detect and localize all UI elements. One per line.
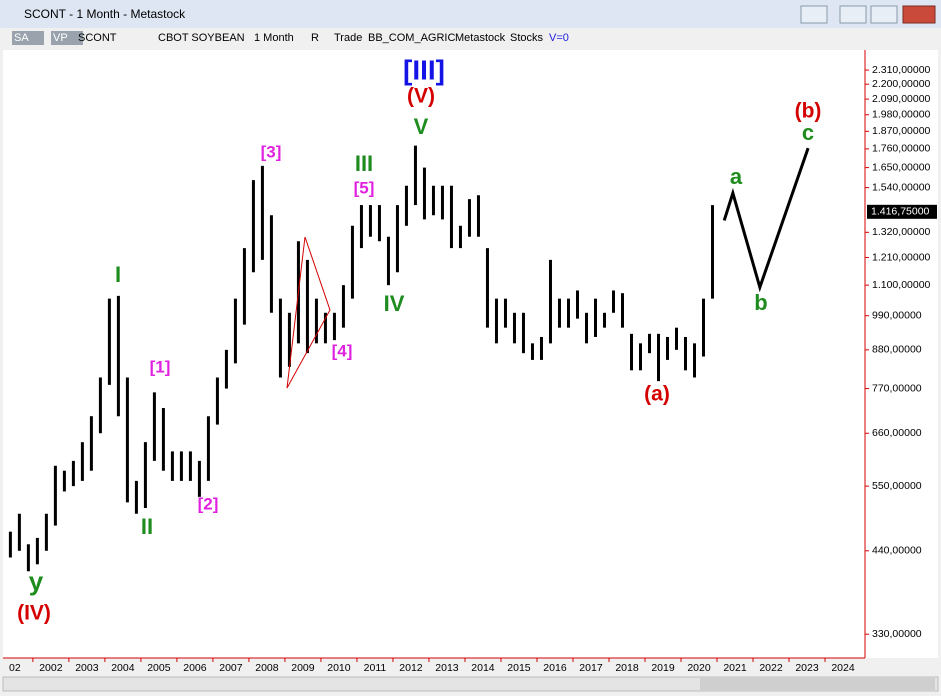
wave-label: a — [730, 164, 743, 189]
x-tick-label: 2012 — [399, 662, 423, 674]
x-tick-label: 2009 — [291, 662, 315, 674]
toolbar: SA VP SCONT CBOT SOYBEAN 1 Month R Trade BB_COM… — [12, 31, 569, 45]
toolbar-item: R — [311, 32, 319, 44]
wave-label: [4] — [332, 341, 353, 360]
x-tick-label: 2016 — [543, 662, 567, 674]
wave-label: (a) — [644, 383, 670, 406]
wave-label: (b) — [795, 100, 822, 123]
x-tick-label: 2010 — [327, 662, 351, 674]
x-tick-label: 2007 — [219, 662, 243, 674]
title-bar — [0, 0, 941, 28]
wave-label: (V) — [407, 85, 435, 108]
y-tick-label: 1.760,00000 — [872, 143, 931, 155]
x-tick-label: 2023 — [795, 662, 819, 674]
toolbar-button[interactable] — [51, 31, 83, 45]
y-tick-label: 550,00000 — [872, 480, 922, 492]
y-tick-label: 1.320,00000 — [872, 226, 931, 238]
wave-label: III — [355, 151, 373, 176]
y-tick-label: 1.650,00000 — [872, 161, 931, 173]
x-tick-label: 2024 — [831, 662, 855, 674]
x-tick-label: 2022 — [759, 662, 783, 674]
price-axis — [865, 50, 938, 658]
maximize-button[interactable] — [870, 5, 898, 24]
wave-label: II — [141, 514, 153, 539]
toolbar-button[interactable] — [12, 31, 44, 45]
x-tick-label: 2020 — [687, 662, 711, 674]
toolbar-item: SA — [14, 32, 29, 44]
wave-label: [5] — [354, 178, 375, 197]
y-tick-label: 1.100,00000 — [872, 279, 931, 291]
toolbar-item: SCONT — [78, 32, 117, 44]
y-tick-label: 1.210,00000 — [872, 251, 931, 263]
wave-label: (IV) — [17, 602, 51, 625]
scroll-thumb[interactable] — [700, 678, 935, 690]
y-tick-label: 330,00000 — [872, 628, 922, 640]
minimize-button[interactable] — [839, 5, 867, 24]
y-tick-label: 2.310,00000 — [872, 64, 931, 76]
projection-line — [722, 147, 810, 293]
x-tick-label: 2004 — [111, 662, 135, 674]
wave-label: b — [754, 290, 767, 315]
toolbar-item: VP — [53, 32, 68, 44]
plot: 2.310,00000 2.200,00000 2.090,00000 1.980,0… — [8, 64, 937, 674]
x-tick-label: 2017 — [579, 662, 603, 674]
x-tick-label: 2006 — [183, 662, 207, 674]
toolbar-item: 1 Month — [254, 32, 294, 44]
x-tick-label: 02 — [9, 662, 21, 674]
wave-label: c — [802, 120, 814, 145]
x-tick-label: 2003 — [75, 662, 99, 674]
wave-label: I — [115, 262, 121, 287]
close-button[interactable] — [902, 5, 936, 24]
y-tick-label: 880,00000 — [872, 344, 922, 356]
x-tick-label: 2021 — [723, 662, 747, 674]
toolbar-item: Trade — [334, 32, 362, 44]
window-title: SCONT - 1 Month - Metastock — [24, 7, 186, 21]
wave-label: y — [29, 566, 44, 596]
last-price: 1.416,75000 — [871, 206, 930, 218]
toolbar-item: V=0 — [549, 32, 569, 44]
triangle — [286, 236, 331, 389]
wave-label: IV — [384, 291, 405, 316]
wave-label: [1] — [150, 357, 171, 376]
y-tick-label: 990,00000 — [872, 309, 922, 321]
y-tick-label: 2.090,00000 — [872, 93, 931, 105]
x-tick-label: 2013 — [435, 662, 459, 674]
toolbar-item: BB_COM_AGRIC — [368, 32, 455, 44]
y-tick-label: 1.980,00000 — [872, 109, 931, 121]
x-tick-label: 2002 — [39, 662, 63, 674]
y-tick-label: 660,00000 — [872, 427, 922, 439]
x-tick-label: 2014 — [471, 662, 495, 674]
x-tick-label: 2019 — [651, 662, 675, 674]
y-tick-label: 1.870,00000 — [872, 125, 931, 137]
toolbar-item: Metastock — [455, 32, 506, 44]
y-tick-label: 440,00000 — [872, 545, 922, 557]
y-tick-label: 770,00000 — [872, 382, 922, 394]
toolbar-item: Stocks — [510, 32, 544, 44]
restore-button[interactable] — [800, 5, 828, 24]
y-tick-label: 1.540,00000 — [872, 181, 931, 193]
plot-area — [3, 50, 865, 658]
x-tick-label: 2015 — [507, 662, 531, 674]
wave-label: [2] — [198, 494, 219, 513]
y-tick-label: 2.200,00000 — [872, 78, 931, 90]
toolbar-item: CBOT SOYBEAN — [158, 32, 245, 44]
x-tick-label: 2005 — [147, 662, 171, 674]
x-tick-label: 2018 — [615, 662, 639, 674]
last-price-box — [867, 204, 937, 219]
x-tick-label: 2008 — [255, 662, 279, 674]
x-tick-label: 2011 — [364, 662, 387, 674]
wave-label: V — [414, 114, 429, 139]
wave-label: [3] — [261, 142, 282, 161]
wave-label: [III] — [403, 54, 445, 85]
